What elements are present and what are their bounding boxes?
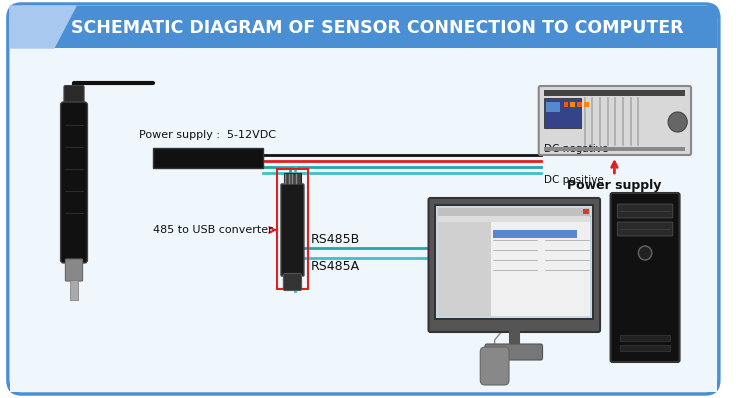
Bar [438,216,590,222]
Circle shape [638,246,652,260]
Text: RS485A: RS485A [310,260,360,273]
FancyBboxPatch shape [284,273,302,291]
Bar [494,230,578,238]
Bar [438,208,590,316]
Bar [547,102,560,112]
FancyBboxPatch shape [64,86,84,109]
Bar [564,102,568,107]
Bar [438,222,491,316]
Bar [620,335,670,341]
Bar [70,280,78,300]
Bar [544,98,581,128]
Bar [570,102,575,107]
Bar [10,48,717,392]
FancyBboxPatch shape [281,184,304,276]
Bar [10,6,717,48]
Circle shape [668,112,687,132]
FancyBboxPatch shape [538,86,691,155]
Text: Power supply :  5-12VDC: Power supply : 5-12VDC [140,130,276,140]
FancyBboxPatch shape [485,344,542,360]
FancyBboxPatch shape [617,222,673,236]
Bar [436,206,592,318]
FancyBboxPatch shape [61,102,88,263]
FancyBboxPatch shape [8,4,718,394]
Bar [544,147,686,151]
Bar [278,169,308,289]
Text: SCHEMATIC DIAGRAM OF SENSOR CONNECTION TO COMPUTER: SCHEMATIC DIAGRAM OF SENSOR CONNECTION T… [71,19,684,37]
Bar [583,209,589,214]
FancyBboxPatch shape [610,193,680,362]
Bar [152,148,262,168]
Bar [620,345,670,351]
FancyBboxPatch shape [428,198,600,332]
Bar [584,102,589,107]
Text: 485 to USB converter: 485 to USB converter [152,225,272,235]
Text: RS485B: RS485B [310,233,360,246]
Bar [491,222,590,316]
Text: DC positive: DC positive [544,175,603,185]
Text: Power supply: Power supply [567,179,662,192]
Polygon shape [10,6,76,48]
Bar [577,102,582,107]
Bar [284,173,301,185]
Bar [544,90,686,96]
FancyBboxPatch shape [65,259,82,281]
FancyBboxPatch shape [10,6,717,392]
FancyBboxPatch shape [480,347,509,385]
Bar [438,208,590,216]
FancyBboxPatch shape [617,204,673,218]
Bar [434,204,594,320]
Text: DC negative: DC negative [544,144,608,154]
